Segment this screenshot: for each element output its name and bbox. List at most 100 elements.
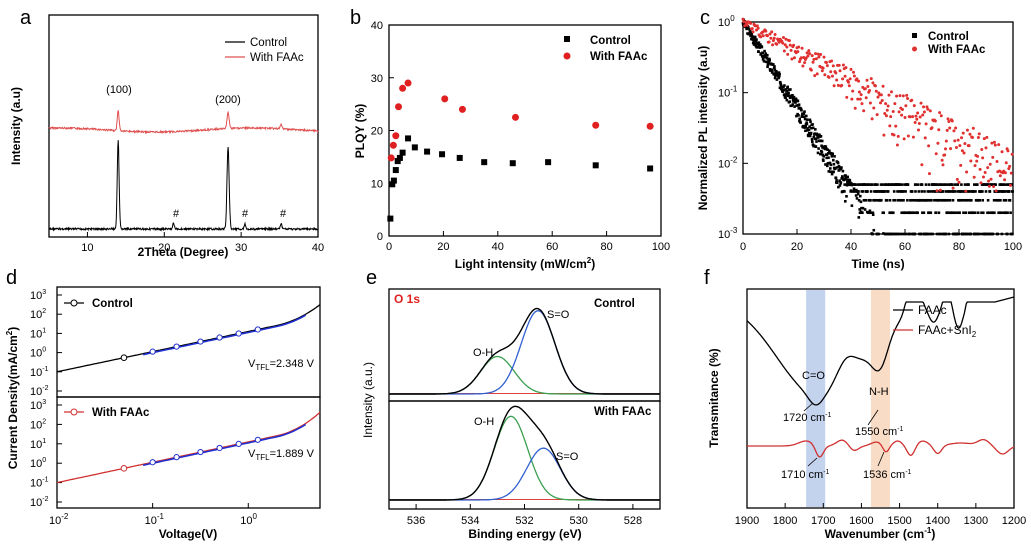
- panel-c-point-control: [842, 170, 845, 173]
- panel-c-point-faac: [746, 24, 749, 27]
- impurity-mark-2: #: [242, 208, 249, 220]
- panel-a-xtick-label: 30: [235, 242, 247, 254]
- panel-c-point-control: [1006, 211, 1009, 214]
- vtfl-faac: VTFL=1.889 V: [248, 448, 315, 462]
- panel-c-point-faac: [920, 102, 923, 105]
- panel-c-point-control: [942, 190, 945, 193]
- panel-c-point-faac: [960, 136, 963, 139]
- panel-a-legend-faac: With FAAc: [250, 52, 304, 64]
- panel-c-point-faac: [997, 143, 1000, 146]
- panel-c-point-faac: [834, 71, 837, 74]
- panel-c-point-faac: [974, 164, 977, 167]
- panel-d-marker: [174, 455, 179, 460]
- panel-c-point-faac: [898, 110, 901, 113]
- panel-c-point-control: [917, 183, 920, 186]
- panel-e-letter: e: [366, 267, 377, 289]
- panel-c-point-control: [969, 233, 972, 236]
- panel-c-point-faac: [882, 85, 885, 88]
- panel-c-point-control: [864, 208, 867, 211]
- panel-c-point-control: [921, 183, 924, 186]
- panel-c-point-faac: [914, 115, 917, 118]
- panel-c-point-faac: [939, 189, 942, 192]
- panel-c-xtick-label: 100: [1004, 241, 1022, 253]
- panel-c-point-control: [763, 50, 766, 53]
- panel-b-ytick-label: 0: [377, 231, 383, 243]
- annot-1720: 1720 cm-1: [783, 412, 832, 424]
- panel-c-point-control: [814, 128, 817, 131]
- panel-c-point-faac: [766, 34, 769, 37]
- panel-c-point-faac: [862, 109, 865, 112]
- panel-c-point-faac: [906, 97, 909, 100]
- panel-c-point-faac: [769, 37, 772, 40]
- panel-c: c Normalized PL intensity (a.u) Time (ns…: [696, 7, 1022, 271]
- panel-c-point-faac: [789, 44, 792, 47]
- panel-f-xtick-label: 1400: [925, 515, 949, 527]
- panel-c-point-faac: [844, 75, 847, 78]
- panel-c-point-faac: [832, 64, 835, 67]
- panel-c-point-control: [893, 190, 896, 193]
- panel-b-point-control: [391, 178, 397, 184]
- panel-c-point-control: [836, 181, 839, 184]
- panel-c-point-faac: [973, 176, 976, 179]
- panel-d-ytick-label: 10-1: [30, 366, 49, 379]
- panel-b-point-control: [545, 159, 551, 165]
- panel-c-point-control: [789, 88, 792, 91]
- panel-c-point-faac: [768, 40, 771, 43]
- panel-c-point-faac: [801, 65, 804, 68]
- panel-a-xtick-label: 10: [81, 242, 93, 254]
- panel-f-xtick-label: 1300: [964, 515, 988, 527]
- panel-c-point-control: [911, 190, 914, 193]
- panel-c-point-faac: [936, 189, 939, 192]
- panel-c-point-control: [960, 199, 963, 202]
- panel-c-point-faac: [842, 63, 845, 66]
- panel-c-point-control: [1009, 211, 1012, 214]
- panel-c-point-control: [920, 233, 923, 236]
- panel-c-point-faac: [892, 110, 895, 113]
- panel-f-xtick-label: 1800: [773, 515, 797, 527]
- panel-c-point-control: [862, 190, 865, 193]
- panel-c-point-control: [806, 123, 809, 126]
- panel-e-so-fit: [389, 448, 660, 500]
- panel-c-point-control: [849, 179, 852, 182]
- panel-c-xtick-label: 60: [899, 241, 911, 253]
- panel-e-xlabel: Binding energy (eV): [468, 527, 581, 541]
- panel-c-point-faac: [921, 114, 924, 117]
- impurity-mark-3: #: [280, 208, 287, 220]
- panel-c-point-faac: [888, 124, 891, 127]
- panel-c-point-faac: [821, 69, 824, 72]
- panel-f-xtick-label: 1900: [735, 515, 759, 527]
- panel-c-point-control: [840, 182, 843, 185]
- panel-c-point-faac: [1001, 150, 1004, 153]
- panel-c-point-faac: [947, 117, 950, 120]
- panel-c-point-control: [928, 190, 931, 193]
- panel-d-xtick-label: 10-2: [49, 512, 69, 527]
- panel-c-point-control: [915, 183, 918, 186]
- panel-d-xtick-label: 100: [240, 512, 257, 527]
- panel-c-point-control: [828, 150, 831, 153]
- panel-c-point-faac: [1006, 149, 1009, 152]
- panel-c-point-faac: [995, 160, 998, 163]
- panel-c-point-control: [981, 233, 984, 236]
- panel-c-point-faac: [814, 52, 817, 55]
- panel-c-point-faac: [957, 139, 960, 142]
- panel-c-point-control: [829, 170, 832, 173]
- annot-1710: 1710 cm-1: [781, 469, 830, 481]
- panel-c-point-faac: [851, 90, 854, 93]
- panel-c-point-control: [988, 211, 991, 214]
- panel-b-point-control: [481, 159, 487, 165]
- panel-e-xtick-label: 534: [461, 515, 479, 527]
- panel-c-legend-control: Control: [928, 31, 969, 43]
- panel-c-point-faac: [1008, 165, 1011, 168]
- panel-c-point-control: [832, 159, 835, 162]
- panel-c-point-faac: [859, 98, 862, 101]
- panel-c-point-control: [881, 183, 884, 186]
- panel-c-point-control: [996, 233, 999, 236]
- panel-c-point-faac: [924, 136, 927, 139]
- panel-b-point-control: [405, 135, 411, 141]
- panel-d-marker: [217, 335, 222, 340]
- panel-c-point-control: [822, 159, 825, 162]
- panel-b-point-control: [593, 162, 599, 168]
- panel-c-point-control: [1000, 211, 1003, 214]
- panel-c-point-faac: [817, 55, 820, 58]
- panel-c-point-faac: [887, 94, 890, 97]
